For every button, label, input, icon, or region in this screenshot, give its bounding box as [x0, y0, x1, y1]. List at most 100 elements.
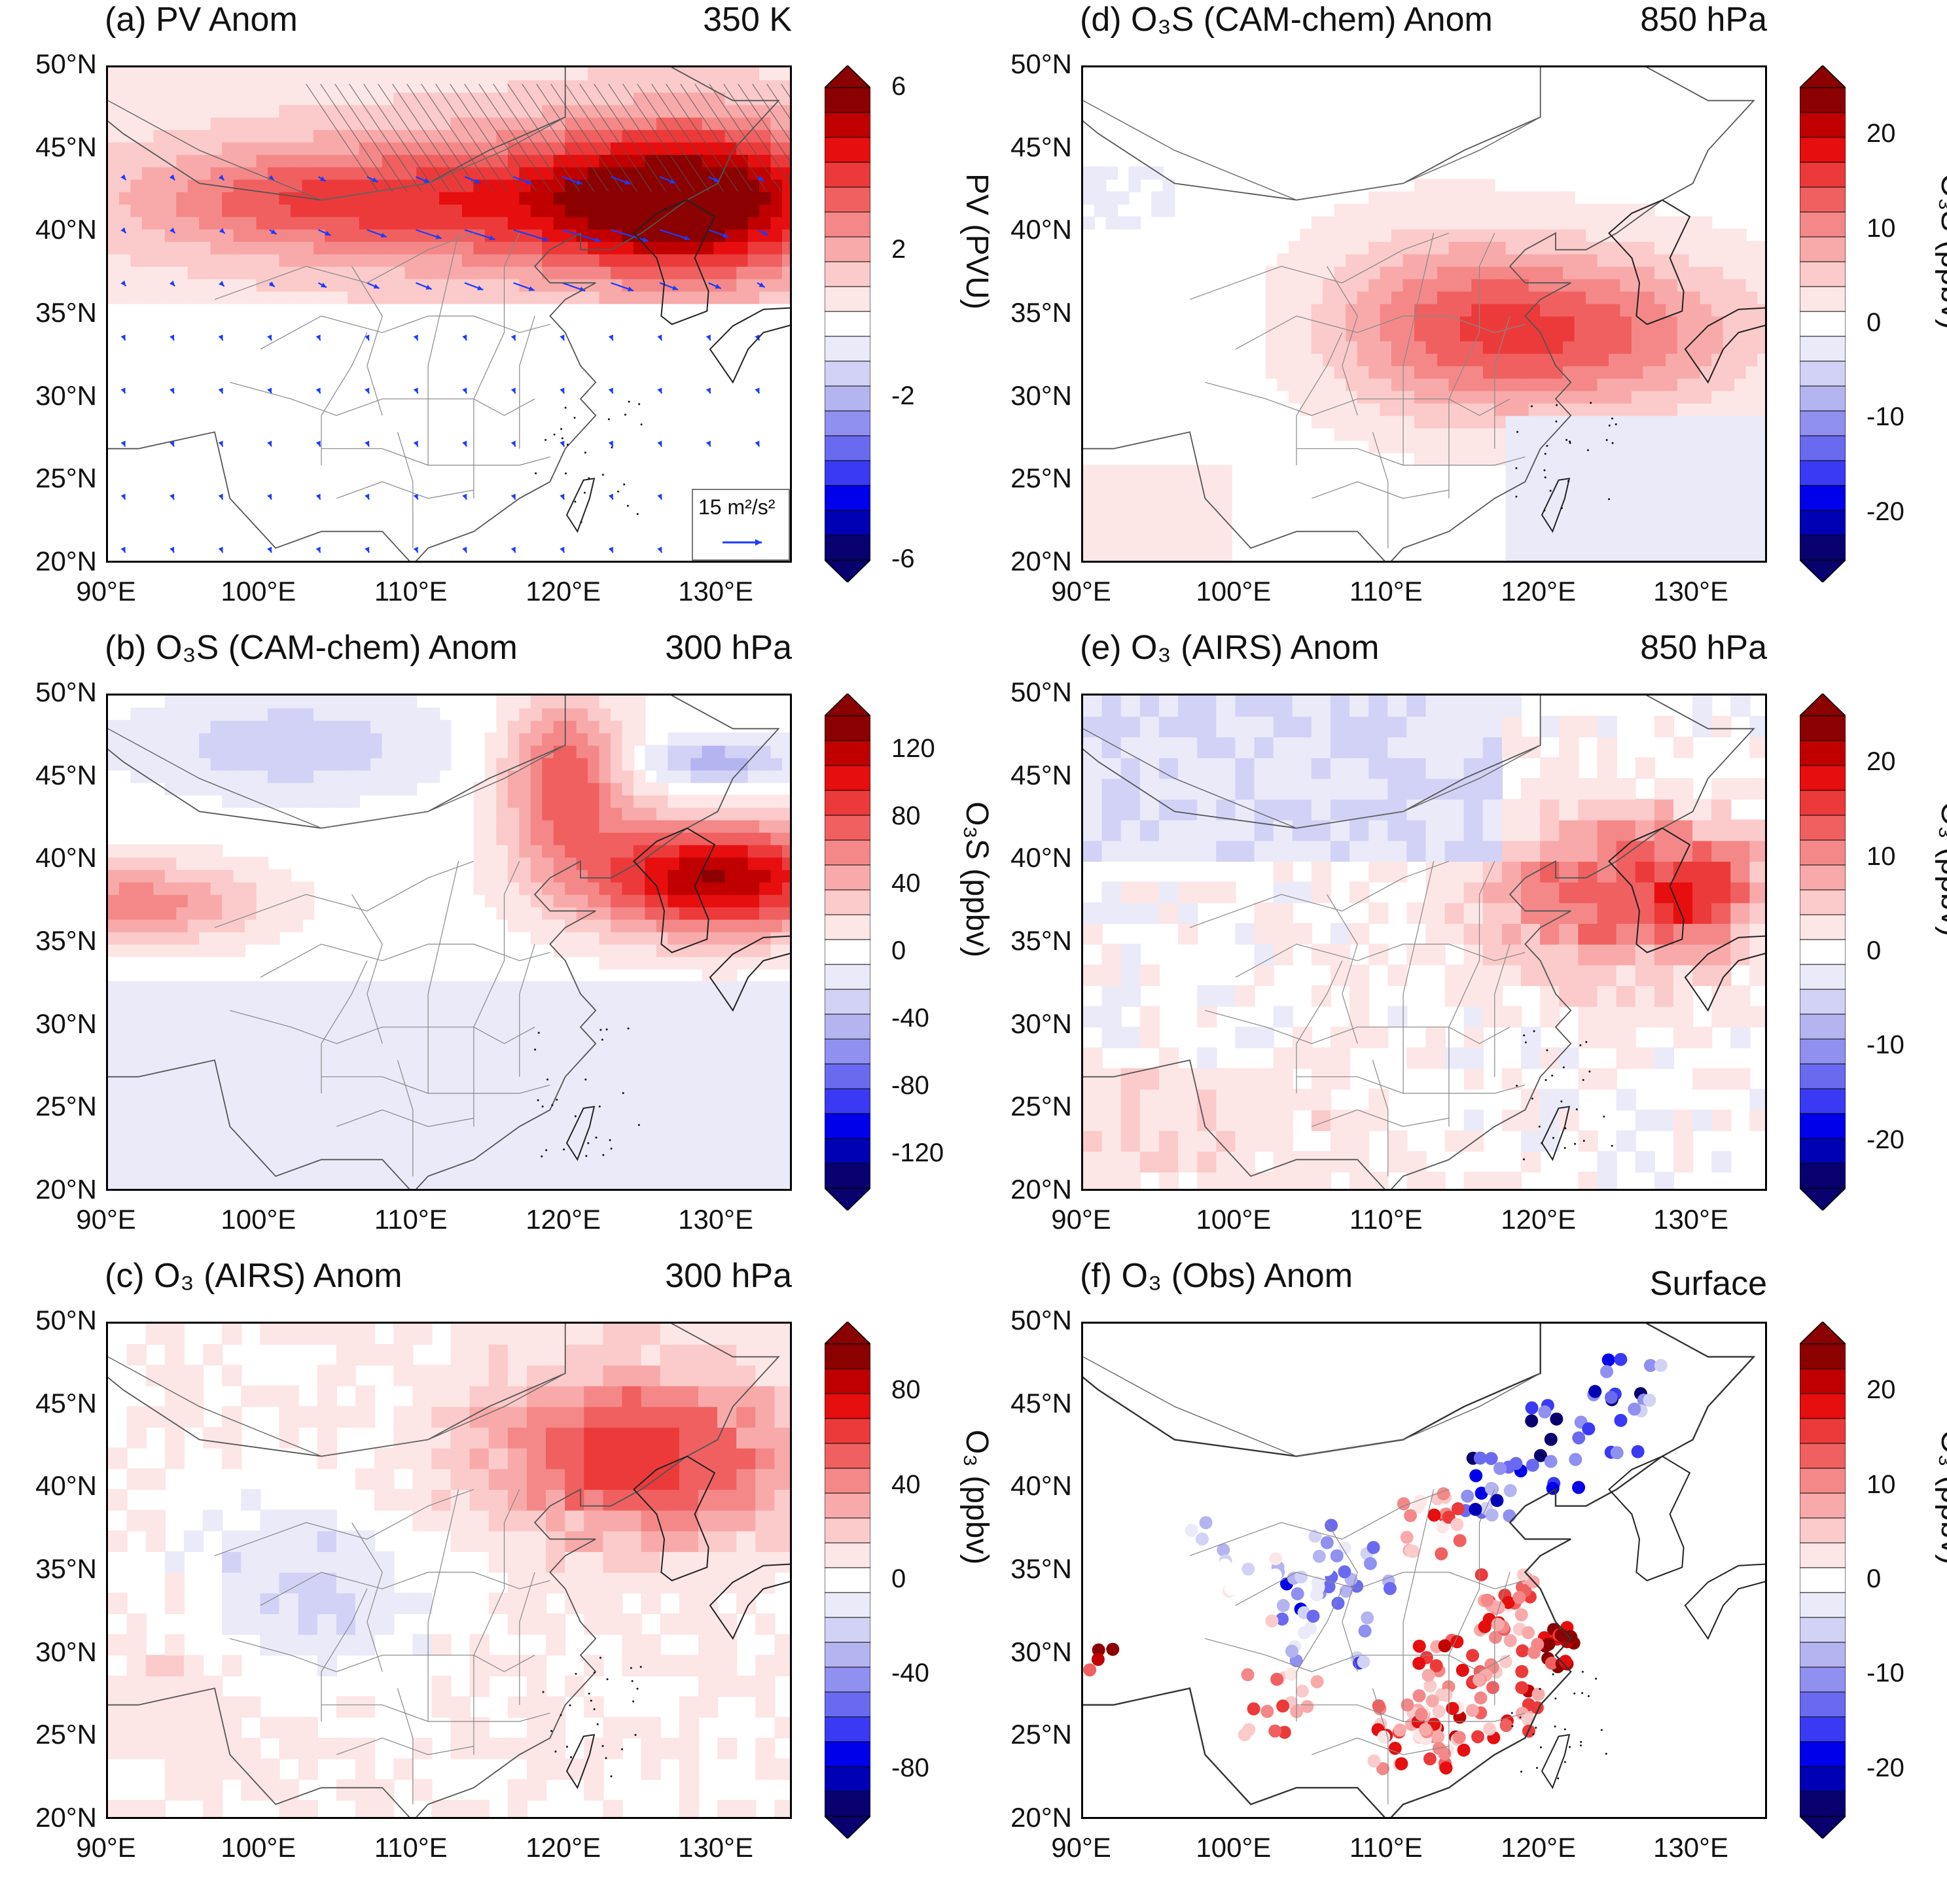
colorbar-segment	[825, 864, 870, 890]
lon-tick-label: 90°E	[76, 576, 136, 607]
station-marker	[1268, 1568, 1282, 1582]
station-marker	[1367, 1754, 1381, 1768]
colorbar-segment	[825, 87, 870, 113]
station-marker	[1414, 1494, 1427, 1508]
colorbar-segment	[825, 1567, 870, 1593]
field-cells	[108, 696, 790, 1189]
colorbar-segment	[825, 1492, 870, 1519]
colorbar-segment	[1800, 1063, 1846, 1089]
country-borders	[108, 67, 790, 561]
colorbar-tick-label: 20	[1867, 1375, 1896, 1405]
station-marker	[1358, 1624, 1372, 1638]
station-marker	[1515, 1681, 1529, 1695]
station-marker	[1330, 1549, 1344, 1562]
colorbar-segment	[1800, 485, 1846, 511]
colorbar-top-arrow	[825, 694, 870, 716]
colorbar-segment	[825, 1418, 870, 1444]
colorbar-top-arrow	[1800, 1322, 1846, 1345]
colorbar-segment	[1800, 1666, 1846, 1693]
lon-tick-label: 130°E	[1653, 1832, 1728, 1863]
colorbar-segment	[1800, 435, 1846, 461]
station-marker	[1527, 1646, 1541, 1659]
map-frame: 15 m²/s²	[106, 65, 792, 563]
station-marker	[1265, 1614, 1279, 1628]
lat-tick-label: 45°N	[1010, 759, 1072, 790]
colorbar-segment	[1800, 1517, 1846, 1543]
station-marker	[1320, 1536, 1334, 1549]
panel-title: (c) O₃ (AIRS) Anom	[105, 1257, 402, 1295]
station-marker	[1474, 1691, 1488, 1705]
station-marker	[1614, 1413, 1628, 1427]
colorbar-segment	[1800, 1642, 1846, 1668]
colorbar-segment	[1800, 964, 1846, 990]
colorbar-tick-label: 2	[891, 234, 906, 264]
station-marker	[1310, 1675, 1324, 1689]
lat-tick-label: 25°N	[1010, 1719, 1072, 1750]
station-marker	[1241, 1668, 1255, 1682]
station-marker	[1488, 1631, 1502, 1644]
lat-tick-label: 20°N	[1010, 1802, 1072, 1833]
station-marker	[1522, 1626, 1535, 1640]
station-marker	[1295, 1570, 1308, 1584]
lon-tick-label: 120°E	[526, 1204, 601, 1235]
colorbar-segment	[1800, 715, 1846, 741]
station-marker	[1446, 1702, 1459, 1716]
station-marker	[1421, 1668, 1435, 1682]
station-marker	[1501, 1596, 1515, 1610]
colorbar-segment	[825, 112, 870, 138]
country-borders	[1083, 1324, 1765, 1817]
station-marker	[1199, 1516, 1213, 1530]
panel-c: (c) O₃ (AIRS) Anom 300 hPa O₃ (ppbv) 50°…	[0, 1256, 994, 1884]
lon-tick-label: 110°E	[374, 576, 448, 607]
station-marker	[1503, 1509, 1516, 1523]
station-marker	[1277, 1725, 1291, 1739]
colorbar-segment	[1800, 1343, 1846, 1369]
colorbar-segment	[825, 1088, 870, 1114]
station-marker	[1474, 1487, 1488, 1500]
lat-tick-label: 40°N	[1010, 214, 1072, 245]
colorbar-segment	[825, 1063, 870, 1089]
colorbar-top-arrow	[825, 1322, 870, 1345]
lat-tick-label: 45°N	[35, 131, 97, 162]
station-marker	[1352, 1563, 1366, 1577]
station-marker	[1185, 1524, 1198, 1538]
colorbar-tick-label: 20	[1867, 119, 1896, 149]
station-marker	[1491, 1617, 1505, 1631]
map-frame	[106, 694, 792, 1191]
colorbar-bottom-arrow	[1800, 1816, 1846, 1839]
station-marker	[1643, 1394, 1656, 1407]
station-marker	[1572, 1431, 1586, 1445]
station-marker	[1601, 1353, 1615, 1367]
station-marker	[1512, 1591, 1526, 1604]
colorbar-segment	[825, 1766, 870, 1792]
colorbar-segment	[1800, 1038, 1846, 1065]
colorbar-segment	[825, 137, 870, 163]
station-marker	[1395, 1757, 1408, 1771]
lon-tick-label: 90°E	[1051, 1204, 1111, 1235]
station-marker	[1474, 1568, 1488, 1581]
colorbar-segment	[825, 535, 870, 561]
colorbar-unit: O₃S (ppbv)	[1935, 173, 1947, 330]
station-marker	[1492, 1601, 1505, 1615]
map-frame	[106, 1322, 792, 1819]
lat-tick-label: 25°N	[35, 1719, 97, 1750]
lat-tick-label: 45°N	[1010, 1387, 1072, 1419]
colorbar-segment	[825, 286, 870, 312]
colorbar-tick-label: 10	[1867, 1470, 1896, 1499]
colorbar-segment	[825, 1038, 870, 1065]
lon-tick-label: 90°E	[1051, 576, 1111, 607]
lat-tick-label: 45°N	[1010, 131, 1072, 162]
colorbar	[825, 65, 870, 582]
station-marker	[1473, 1673, 1486, 1687]
station-marker	[1322, 1580, 1336, 1594]
lon-tick-label: 130°E	[678, 1204, 753, 1235]
map-canvas	[1083, 696, 1765, 1189]
colorbar-segment	[825, 211, 870, 238]
station-marker	[1499, 1655, 1512, 1668]
map-canvas	[1083, 1324, 1765, 1817]
colorbar-segment	[1800, 1716, 1846, 1742]
colorbar-bottom-arrow	[825, 1816, 870, 1839]
station-marker	[1321, 1658, 1334, 1672]
station-marker	[1452, 1731, 1466, 1744]
lat-tick-label: 50°N	[35, 48, 97, 79]
